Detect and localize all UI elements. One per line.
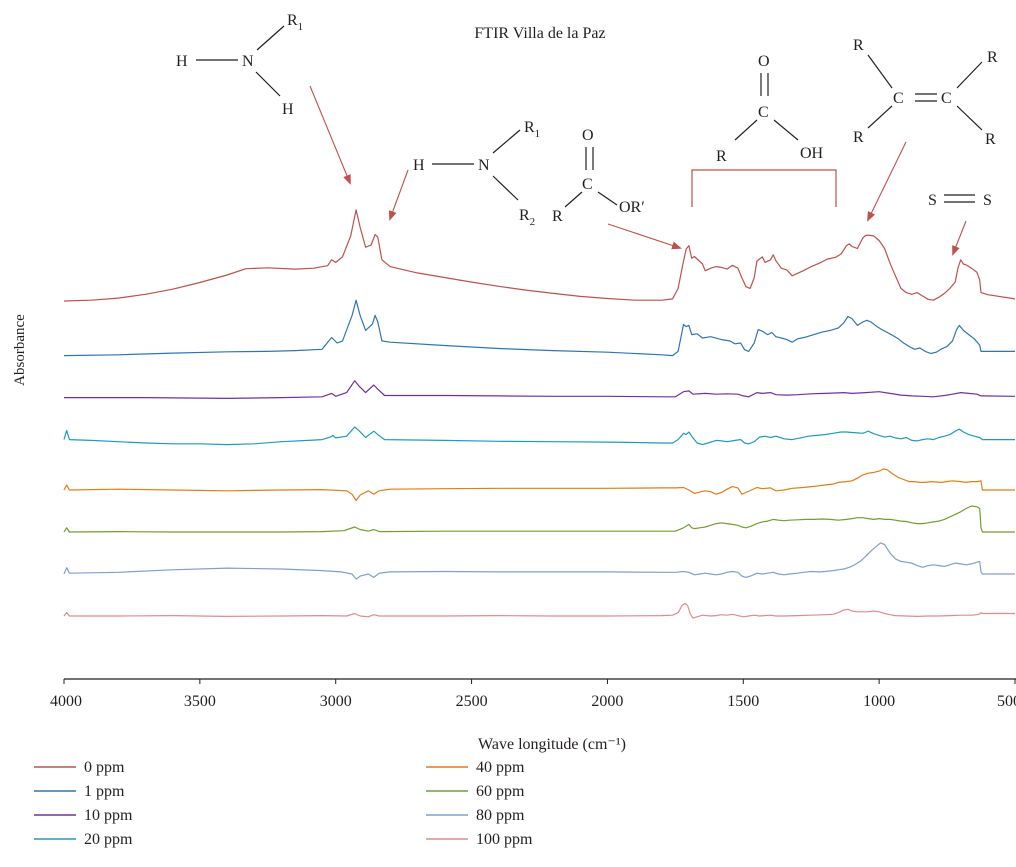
- acid-r: R: [716, 148, 727, 165]
- secondary-amine-structure: H N R1 R2: [413, 119, 540, 228]
- disulfide-structure: S S: [928, 192, 992, 209]
- primary-amine-h: H: [176, 53, 188, 70]
- alkene-r-top-right: R: [987, 49, 998, 66]
- alkene-r-bottom-left: R: [853, 129, 864, 146]
- x-tick-label-2000: 2000: [591, 693, 623, 710]
- arrow-secondary-amine: [389, 169, 409, 221]
- x-axis-label: Wave longitude (cm⁻¹): [478, 736, 626, 753]
- arrow-ester: [607, 223, 682, 250]
- ester-o: O: [582, 127, 594, 144]
- ester-bond-cr: [564, 191, 583, 208]
- acid-bond-coh: [773, 119, 799, 141]
- disulfide-s2: S: [983, 192, 992, 209]
- secondary-amine-r1: R1: [524, 119, 540, 140]
- legend-label-60-ppm: 60 ppm: [476, 783, 525, 800]
- alkene-c2: C: [941, 90, 952, 107]
- series-line-1-ppm: [63, 299, 1015, 357]
- secondary-amine-n: N: [478, 157, 490, 174]
- series-line-80-ppm: [63, 542, 1015, 580]
- secondary-amine-h: H: [413, 157, 425, 174]
- acid-c: C: [758, 104, 769, 121]
- acid-oh: OH: [800, 145, 824, 162]
- legend-label-0-ppm: 0 ppm: [84, 759, 125, 776]
- primary-amine-r-subscript: 1: [298, 21, 304, 33]
- alkene-bond-tr: [956, 61, 983, 89]
- x-tick-label-500: 500: [997, 693, 1016, 710]
- ester-or: OR′: [619, 199, 645, 216]
- alkene-r-bottom-right: R: [985, 131, 996, 148]
- x-tick-label-3500: 3500: [184, 693, 216, 710]
- x-tick-label-2500: 2500: [456, 693, 488, 710]
- secondary-amine-r2-subscript: 2: [530, 216, 536, 228]
- series-line-0-ppm: [63, 209, 1016, 302]
- y-axis-label: Absorbance: [12, 314, 28, 386]
- acid-bond-cr: [734, 119, 758, 141]
- primary-amine-r: R1: [287, 12, 303, 33]
- series-line-10-ppm: [64, 380, 1016, 399]
- secondary-amine-bond-nr1: [492, 129, 521, 154]
- alkene-bond-tl: [867, 54, 893, 89]
- series-lines: [63, 209, 1016, 619]
- legend-label-100-ppm: 100 ppm: [476, 831, 533, 848]
- series-line-100-ppm: [63, 602, 1015, 619]
- legend-label-10-ppm: 10 ppm: [84, 807, 133, 824]
- arrow-disulfide: [952, 220, 967, 256]
- arrow-primary-amine: [309, 85, 351, 185]
- legend-label-80-ppm: 80 ppm: [476, 807, 525, 824]
- carboxylic-acid-structure: O C R OH: [716, 53, 824, 165]
- chart-title: FTIR Villa de la Paz: [474, 25, 605, 42]
- alkene-bond-bl: [867, 105, 893, 129]
- alkene-structure: R R C C R R: [853, 37, 998, 148]
- series-line-20-ppm: [63, 426, 1015, 446]
- acid-bracket: [691, 169, 837, 207]
- x-tick-label-3000: 3000: [320, 693, 352, 710]
- alkene-bond-br: [956, 105, 983, 131]
- primary-amine-n: N: [242, 53, 254, 70]
- alkene-c1: C: [893, 90, 904, 107]
- series-line-40-ppm: [63, 468, 1015, 502]
- secondary-amine-bond-nr2: [492, 175, 519, 201]
- x-axis-ticks: 4000 3500 3000 2500 2000 1500 1000 500: [50, 679, 1016, 710]
- x-tick-label-4000: 4000: [50, 693, 82, 710]
- secondary-amine-r1-subscript: 1: [535, 128, 541, 140]
- series-line-60-ppm: [63, 505, 1015, 533]
- primary-amine-r-label: R: [287, 12, 298, 29]
- x-tick-label-1500: 1500: [727, 693, 759, 710]
- disulfide-s1: S: [928, 192, 937, 209]
- x-tick-label-1000: 1000: [863, 693, 895, 710]
- legend: 0 ppm 1 ppm 10 ppm 20 ppm 40 ppm 60 ppm 80 ppm…: [34, 759, 533, 848]
- arrow-alkene: [867, 141, 907, 222]
- primary-amine-structure: H N R1 H: [176, 12, 303, 118]
- primary-amine-h2: H: [282, 101, 294, 118]
- acid-o: O: [758, 53, 770, 70]
- secondary-amine-r1-label: R: [524, 119, 535, 136]
- secondary-amine-r2: R2: [519, 207, 535, 228]
- alkene-r-top-left: R: [853, 37, 864, 54]
- ester-r: R: [552, 208, 563, 225]
- primary-amine-bond-nh: [255, 71, 281, 97]
- legend-label-40-ppm: 40 ppm: [476, 759, 525, 776]
- ester-bond-cor: [597, 191, 618, 206]
- ester-structure: O C R OR′: [552, 127, 645, 225]
- ester-c: C: [582, 176, 593, 193]
- secondary-amine-r2-label: R: [519, 207, 530, 224]
- legend-label-20-ppm: 20 ppm: [84, 831, 133, 848]
- primary-amine-bond-nr: [256, 25, 285, 51]
- legend-label-1-ppm: 1 ppm: [84, 783, 125, 800]
